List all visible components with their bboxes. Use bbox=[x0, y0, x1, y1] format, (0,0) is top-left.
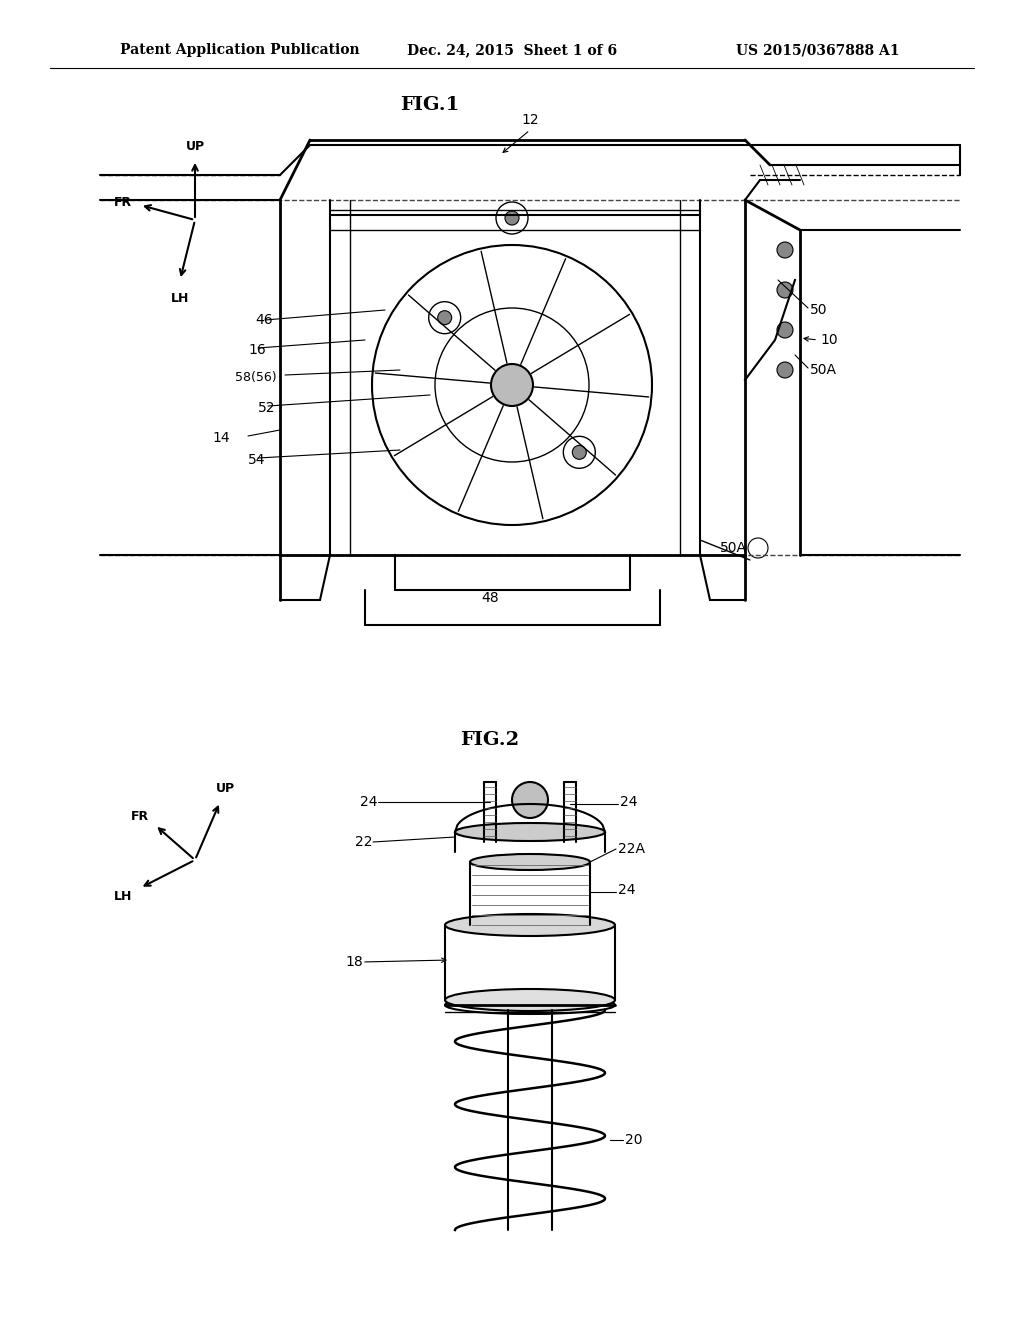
Text: 22: 22 bbox=[355, 836, 373, 849]
Circle shape bbox=[572, 445, 587, 459]
Text: FR: FR bbox=[131, 809, 150, 822]
Text: 24: 24 bbox=[620, 795, 638, 809]
Text: 12: 12 bbox=[521, 114, 539, 127]
Circle shape bbox=[777, 322, 793, 338]
Ellipse shape bbox=[470, 854, 590, 870]
Circle shape bbox=[490, 364, 534, 407]
Text: 16: 16 bbox=[248, 343, 266, 356]
Text: LH: LH bbox=[171, 292, 189, 305]
Text: Dec. 24, 2015  Sheet 1 of 6: Dec. 24, 2015 Sheet 1 of 6 bbox=[407, 44, 617, 57]
Circle shape bbox=[512, 781, 548, 818]
Text: 14: 14 bbox=[212, 432, 229, 445]
Text: 22A: 22A bbox=[618, 842, 645, 855]
Circle shape bbox=[437, 310, 452, 325]
Text: UP: UP bbox=[215, 781, 234, 795]
Text: 52: 52 bbox=[258, 401, 275, 414]
Text: UP: UP bbox=[185, 140, 205, 153]
Ellipse shape bbox=[445, 913, 615, 936]
Circle shape bbox=[777, 242, 793, 257]
Text: Patent Application Publication: Patent Application Publication bbox=[120, 44, 359, 57]
Text: 24: 24 bbox=[618, 883, 636, 898]
Ellipse shape bbox=[455, 822, 605, 841]
Text: 50: 50 bbox=[810, 304, 827, 317]
Text: 18: 18 bbox=[345, 954, 362, 969]
Circle shape bbox=[777, 282, 793, 298]
Text: FIG.1: FIG.1 bbox=[400, 96, 460, 114]
Text: LH: LH bbox=[114, 890, 132, 903]
Text: US 2015/0367888 A1: US 2015/0367888 A1 bbox=[736, 44, 900, 57]
Text: 20: 20 bbox=[625, 1133, 642, 1147]
Text: 50A: 50A bbox=[810, 363, 837, 378]
Text: 50A: 50A bbox=[720, 541, 746, 554]
Text: 24: 24 bbox=[360, 795, 378, 809]
Circle shape bbox=[505, 211, 519, 224]
Text: 10: 10 bbox=[820, 333, 838, 347]
Circle shape bbox=[777, 362, 793, 378]
Text: 48: 48 bbox=[481, 591, 499, 605]
Text: FIG.2: FIG.2 bbox=[461, 731, 519, 748]
Text: 58(56): 58(56) bbox=[234, 371, 276, 384]
Text: 54: 54 bbox=[248, 453, 265, 467]
Ellipse shape bbox=[445, 989, 615, 1011]
Text: 46: 46 bbox=[255, 313, 272, 327]
Text: FR: FR bbox=[114, 195, 132, 209]
